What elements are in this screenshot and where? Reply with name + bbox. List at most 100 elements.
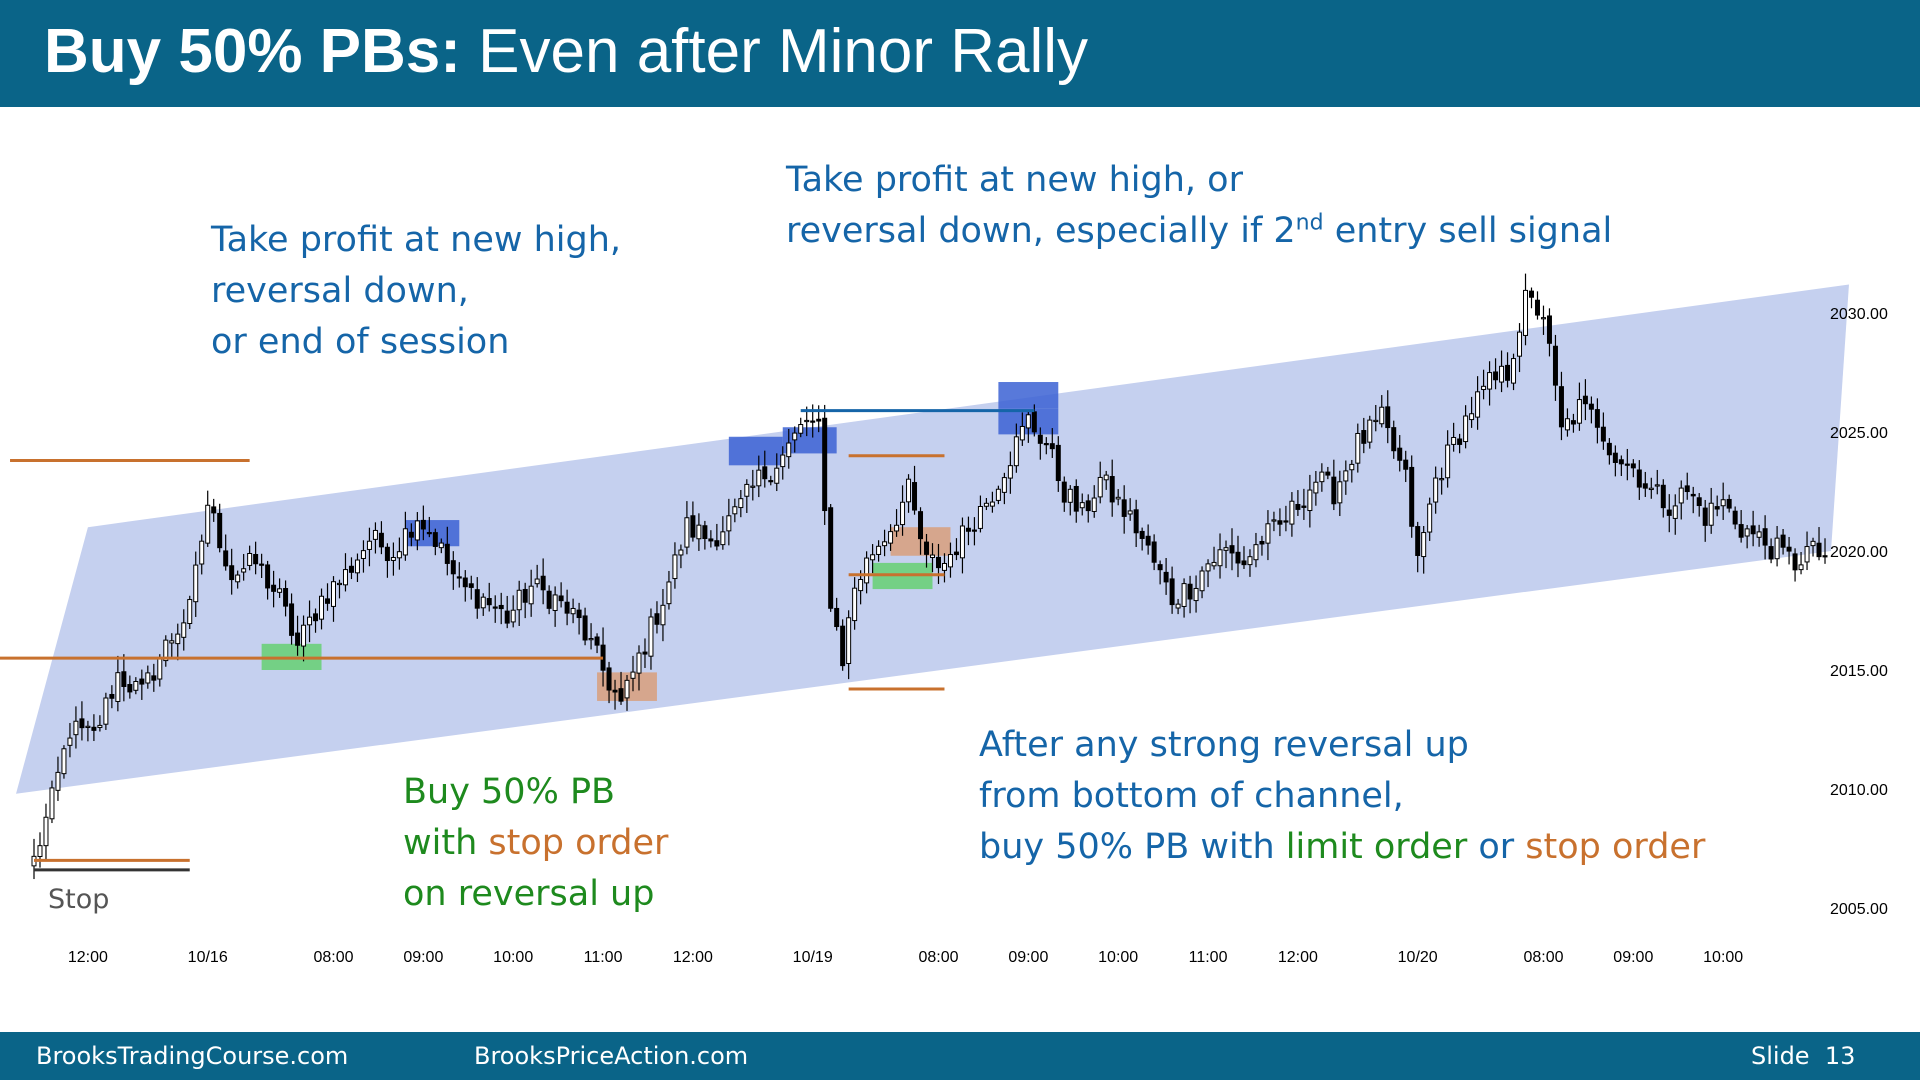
- bear-candle: [582, 615, 588, 641]
- bull-candle: [624, 679, 630, 699]
- bull-candle: [1349, 463, 1355, 471]
- bear-candle: [840, 625, 846, 667]
- bear-candle: [1660, 484, 1666, 509]
- bear-candle: [816, 418, 822, 422]
- bull-candle: [1265, 523, 1271, 544]
- bull-candle: [1307, 489, 1313, 512]
- bear-candle: [1139, 530, 1145, 539]
- bear-candle: [642, 651, 648, 655]
- bear-candle: [1151, 541, 1157, 563]
- annotation-line: Take profit at new high, or: [786, 160, 1243, 200]
- slide-number-value: 13: [1824, 1042, 1856, 1070]
- bull-candle: [61, 748, 67, 775]
- bull-candle: [1337, 481, 1343, 504]
- bull-candle: [852, 587, 858, 622]
- bull-candle: [169, 640, 175, 644]
- bull-candle: [1373, 419, 1379, 423]
- x-axis-tick-label: 10/16: [188, 949, 228, 966]
- x-axis-tick-label: 12:00: [673, 949, 713, 966]
- annotation-text: or: [1467, 827, 1526, 867]
- bear-candle: [654, 613, 660, 625]
- bull-candle: [588, 638, 594, 641]
- x-axis-tick-label: 09:00: [403, 949, 443, 966]
- bear-candle: [606, 667, 612, 691]
- annotation-line: or end of session: [211, 322, 510, 362]
- bear-candle: [1049, 443, 1055, 450]
- bear-candle: [1505, 364, 1511, 381]
- bull-candle: [205, 504, 211, 544]
- bear-candle: [612, 689, 618, 693]
- bull-candle: [888, 531, 894, 544]
- annotation-line: reversal down,: [211, 271, 469, 311]
- bear-candle: [1600, 426, 1606, 442]
- bear-candle: [1534, 299, 1540, 316]
- bull-candle: [570, 607, 576, 615]
- annotation-buy-pb: Buy 50% PB with stop order on reversal u…: [403, 767, 668, 920]
- y-axis-tick-label: 2030.00: [1830, 306, 1888, 323]
- bear-candle: [540, 575, 546, 591]
- bear-candle: [1259, 540, 1265, 545]
- bull-candle: [636, 652, 642, 674]
- annotation-line: buy 50% PB with limit order or stop orde…: [979, 822, 1705, 873]
- bull-candle: [1804, 546, 1810, 563]
- bull-candle: [726, 515, 732, 532]
- bull-candle: [342, 569, 348, 586]
- bull-candle: [684, 517, 690, 548]
- bull-candle: [1271, 519, 1277, 522]
- annotation-text: with: [403, 823, 489, 863]
- bear-candle: [714, 540, 720, 547]
- bull-candle: [894, 524, 900, 532]
- bull-candle: [786, 442, 792, 458]
- bull-candle: [1355, 432, 1361, 464]
- annotation-line: Take profit at new high,: [211, 220, 622, 260]
- bear-candle: [1385, 406, 1391, 429]
- title-bar: Buy 50% PBs: Even after Minor Rally: [0, 0, 1920, 107]
- bear-candle: [325, 598, 331, 604]
- bear-candle: [384, 546, 390, 562]
- bull-candle: [241, 568, 247, 573]
- bear-candle: [810, 420, 816, 423]
- bear-candle: [1235, 551, 1241, 564]
- bear-candle: [492, 606, 498, 609]
- bear-candle: [1612, 452, 1618, 463]
- footer-center-site: BrooksPriceAction.com: [474, 1042, 749, 1070]
- bull-candle: [85, 725, 91, 728]
- y-axis-tick-label: 2015.00: [1830, 663, 1888, 680]
- bull-candle: [1564, 418, 1570, 431]
- x-axis-tick-label: 10:00: [493, 949, 533, 966]
- bear-candle: [1109, 476, 1115, 503]
- bull-candle: [1433, 477, 1439, 503]
- bull-candle: [1475, 391, 1481, 418]
- bull-candle: [660, 604, 666, 626]
- bull-candle: [366, 540, 372, 550]
- bull-candle: [672, 554, 678, 580]
- bear-candle: [1043, 443, 1049, 446]
- bear-candle: [259, 563, 265, 566]
- bear-candle: [971, 529, 977, 532]
- bear-candle: [91, 726, 97, 731]
- bull-candle: [804, 419, 810, 423]
- bull-candle: [947, 554, 953, 568]
- bear-candle: [1085, 500, 1091, 512]
- bear-candle: [253, 554, 259, 565]
- bear-candle: [313, 613, 319, 622]
- bull-candle: [133, 681, 139, 691]
- bull-candle: [336, 582, 342, 586]
- price-chart: 2005.00 2010.00 2015.00 2020.00 2025.00 2030.…: [0, 273, 1888, 966]
- bear-candle: [1624, 463, 1630, 466]
- bear-candle: [1361, 430, 1367, 444]
- bull-candle: [1678, 487, 1684, 504]
- bull-candle: [720, 531, 726, 546]
- bull-candle: [1798, 564, 1804, 571]
- bear-candle: [474, 589, 480, 609]
- bear-candle: [768, 480, 774, 483]
- bear-candle: [965, 527, 971, 532]
- bull-candle: [1540, 317, 1546, 320]
- bear-candle: [1301, 505, 1307, 508]
- bear-candle: [408, 531, 414, 538]
- bull-candle: [1499, 365, 1505, 383]
- bear-candle: [271, 584, 277, 592]
- bear-candle: [1133, 509, 1139, 534]
- annotation-line: with stop order: [403, 818, 668, 869]
- bear-candle: [498, 604, 504, 610]
